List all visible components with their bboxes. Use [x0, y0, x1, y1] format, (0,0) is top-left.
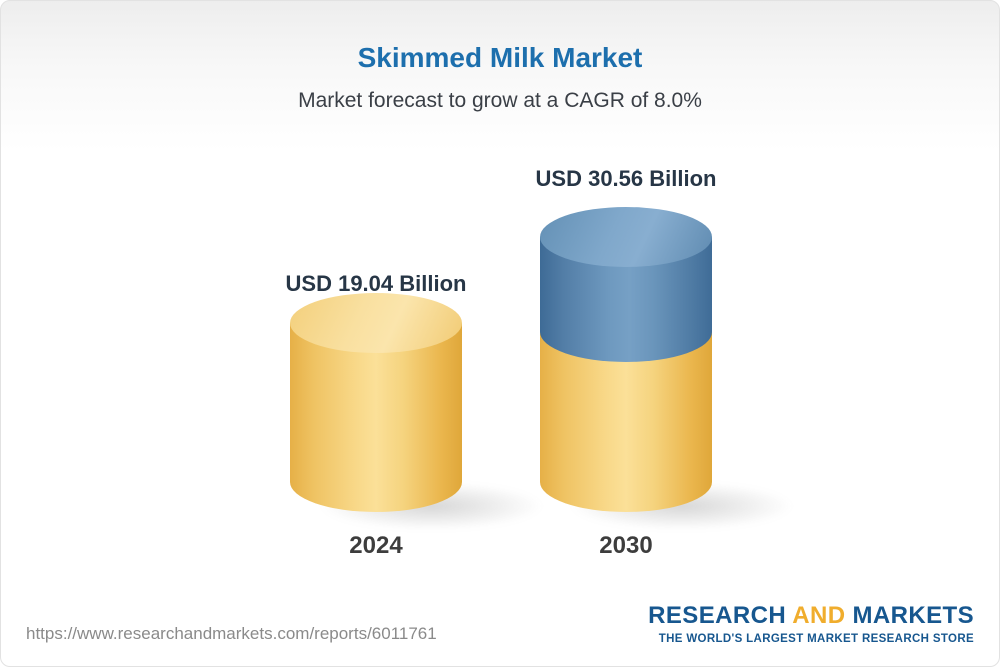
research-and-markets-logo: RESEARCH AND MARKETS THE WORLD'S LARGEST… [648, 602, 974, 645]
report-url-link[interactable]: https://www.researchandmarkets.com/repor… [26, 624, 437, 643]
value-label-2030: USD 30.56 Billion [535, 166, 717, 191]
logo-tagline: THE WORLD'S LARGEST MARKET RESEARCH STOR… [658, 633, 974, 645]
logo-word-research: RESEARCH [648, 602, 787, 629]
bar-2024-cylinder [290, 323, 462, 512]
logo-word-and: AND [792, 602, 846, 629]
bar-2030-cylinder-top [540, 207, 712, 267]
category-label-2030: 2030 [599, 532, 653, 559]
value-label-2024: USD 19.04 Billion [285, 271, 467, 296]
logo-wordmark: RESEARCH AND MARKETS [648, 602, 974, 630]
chart-title: Skimmed Milk Market [357, 42, 643, 73]
logo-word-markets: MARKETS [852, 602, 974, 629]
category-label-2024: 2024 [349, 532, 403, 559]
chart-subtitle: Market forecast to grow at a CAGR of 8.0… [298, 89, 702, 112]
bar-2024-cylinder-top [290, 293, 462, 353]
